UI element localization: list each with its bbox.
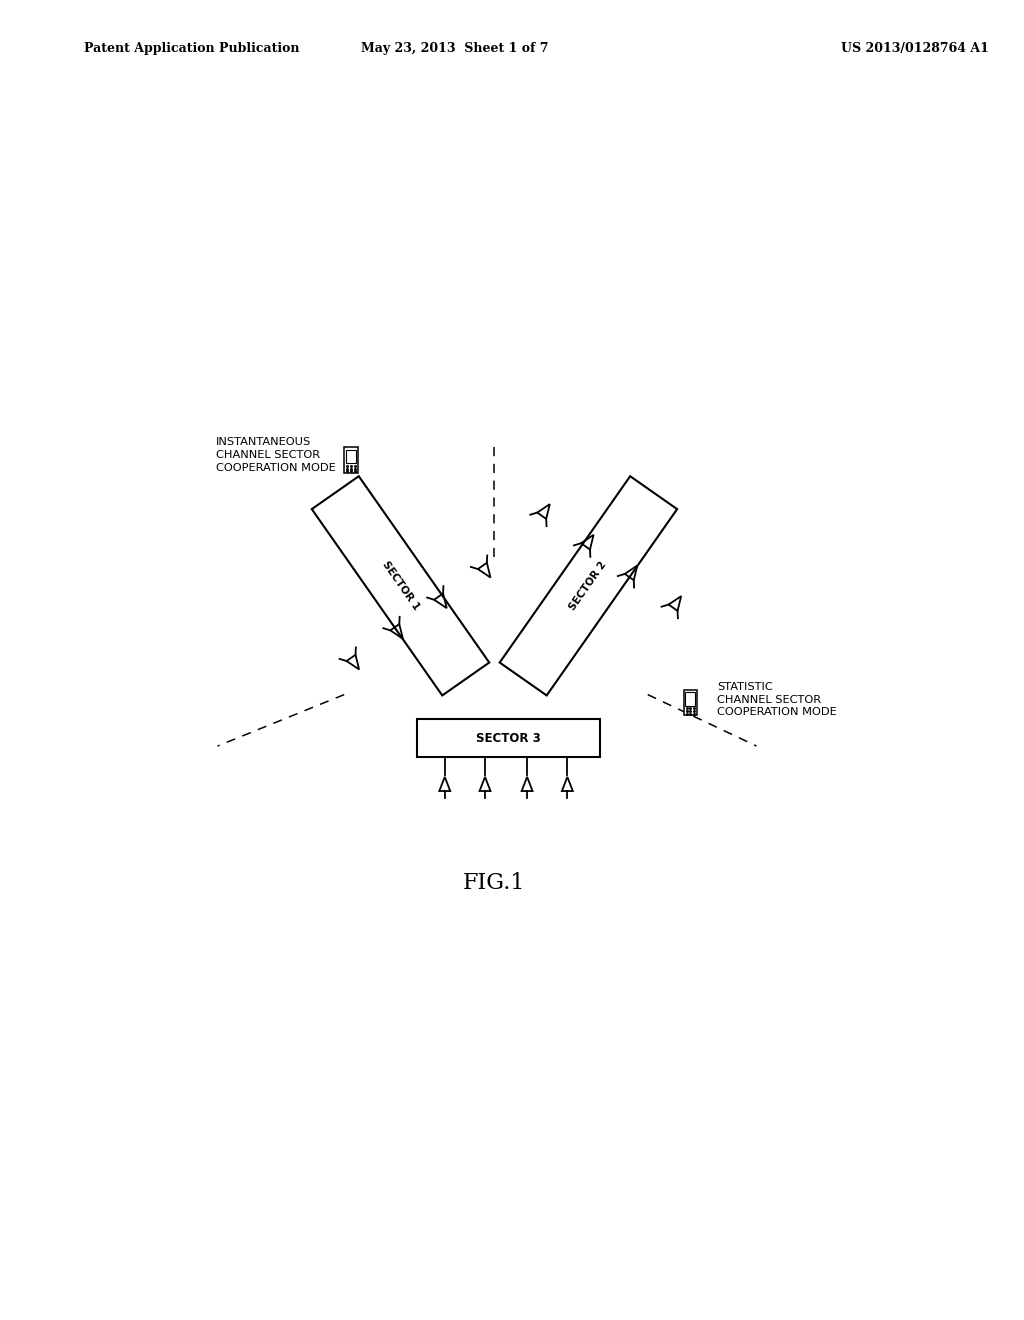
Text: INSTANTANEOUS
CHANNEL SECTOR
COOPERATION MODE: INSTANTANEOUS CHANNEL SECTOR COOPERATION… <box>216 437 335 473</box>
Text: May 23, 2013  Sheet 1 of 7: May 23, 2013 Sheet 1 of 7 <box>361 42 549 55</box>
Bar <box>685 692 695 706</box>
Polygon shape <box>500 477 677 696</box>
Text: FIG.1: FIG.1 <box>463 871 525 894</box>
Bar <box>346 450 356 463</box>
Text: Patent Application Publication: Patent Application Publication <box>84 42 300 55</box>
Bar <box>418 719 600 756</box>
Bar <box>344 447 357 473</box>
Text: SECTOR 1: SECTOR 1 <box>380 560 421 612</box>
Text: US 2013/0128764 A1: US 2013/0128764 A1 <box>841 42 988 55</box>
Polygon shape <box>311 477 489 696</box>
Bar <box>684 689 697 715</box>
Text: STATISTIC
CHANNEL SECTOR
COOPERATION MODE: STATISTIC CHANNEL SECTOR COOPERATION MOD… <box>717 681 837 717</box>
Text: SECTOR 3: SECTOR 3 <box>476 731 541 744</box>
Text: SECTOR 2: SECTOR 2 <box>568 560 609 612</box>
